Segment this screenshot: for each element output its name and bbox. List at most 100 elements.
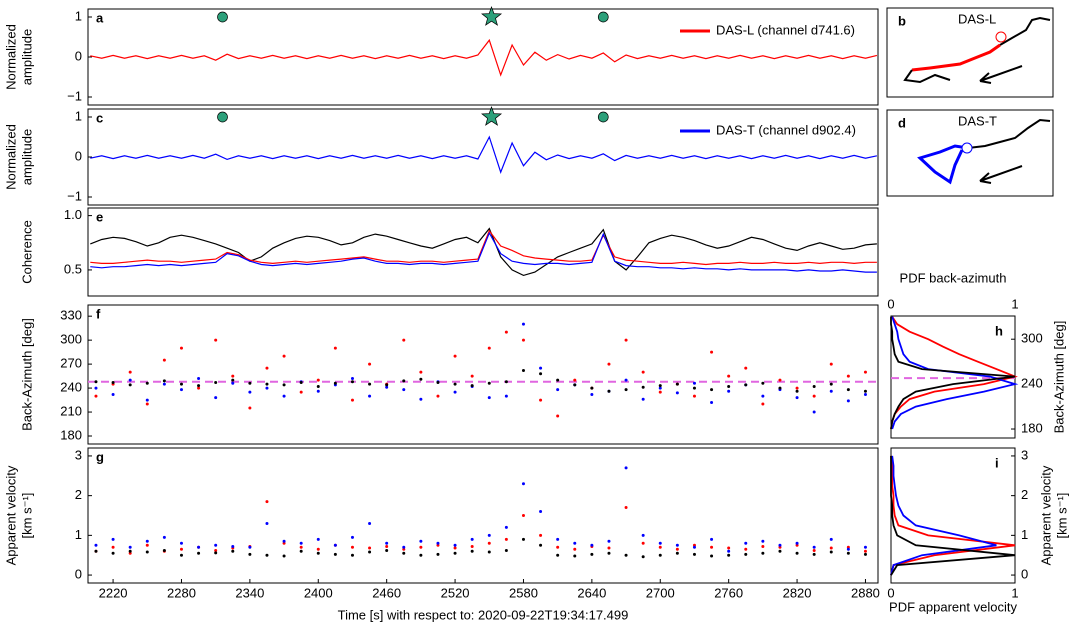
scatter-point	[744, 541, 748, 545]
scatter-point	[487, 396, 491, 400]
x-axis-title: Time [s] with respect to: 2020-09-22T19:…	[338, 607, 629, 622]
series-line	[90, 231, 877, 273]
scatter-point	[128, 549, 132, 553]
scatter-point	[812, 548, 816, 552]
scatter-point	[487, 346, 491, 350]
scatter-point	[710, 537, 714, 541]
x-tick-label: 2820	[783, 585, 812, 600]
scatter-point	[590, 552, 594, 556]
scatter-point	[624, 466, 628, 470]
scatter-point	[812, 394, 816, 398]
scatter-point	[299, 549, 303, 553]
y-axis-title: Normalized	[3, 24, 18, 90]
scatter-point	[863, 392, 867, 396]
panel-label: f	[96, 306, 101, 321]
scatter-point	[607, 551, 611, 555]
scatter-point	[778, 549, 782, 553]
scatter-point	[419, 397, 423, 401]
scatter-point	[282, 539, 286, 543]
scatter-point	[179, 547, 183, 551]
plot-frame	[87, 447, 879, 584]
scatter-point	[795, 541, 799, 545]
scatter-point	[179, 553, 183, 557]
scatter-point	[590, 543, 594, 547]
scatter-point	[453, 354, 457, 358]
scatter-point	[282, 354, 286, 358]
x-tick-label: 2460	[372, 585, 401, 600]
y-axis-title: Apparent velocity	[3, 465, 18, 565]
series-line	[90, 229, 877, 266]
scatter-point	[521, 322, 525, 326]
scatter-point	[744, 366, 748, 370]
scatter-point	[214, 380, 218, 384]
scatter-point	[368, 394, 372, 398]
scatter-point	[265, 521, 269, 525]
scatter-point	[573, 541, 577, 545]
scatter-point	[607, 546, 611, 550]
scatter-point	[829, 537, 833, 541]
density-line	[890, 316, 1016, 430]
scatter-point	[316, 378, 320, 382]
event-marker	[217, 111, 228, 123]
x-axis-title: PDF back-azimuth	[900, 270, 1007, 285]
scatter-point	[675, 551, 679, 555]
scatter-point	[573, 378, 577, 382]
scatter-point	[556, 378, 560, 382]
scatter-point	[487, 381, 491, 385]
event-marker	[481, 5, 503, 26]
arrow	[979, 65, 1023, 84]
scatter-point	[675, 382, 679, 386]
scatter-point	[521, 369, 525, 373]
scatter-point	[846, 388, 850, 392]
scatter-point	[812, 552, 816, 556]
scatter-point	[368, 550, 372, 554]
scatter-point	[145, 550, 149, 554]
scatter-point	[333, 381, 337, 385]
scatter-point	[214, 551, 218, 555]
y-tick-label: 1	[75, 108, 82, 123]
scatter-point	[436, 552, 440, 556]
scatter-point	[111, 551, 115, 555]
plot-frame	[890, 447, 1016, 584]
scatter-point	[419, 539, 423, 543]
scatter-point	[573, 554, 577, 558]
scatter-point	[248, 381, 252, 385]
scatter-point	[778, 378, 782, 382]
scatter-point	[675, 543, 679, 547]
scatter-point	[316, 547, 320, 551]
cable	[999, 16, 1051, 46]
scatter-point	[385, 541, 389, 545]
scatter-point	[829, 382, 833, 386]
scatter-point	[179, 388, 183, 392]
plot-frame	[87, 207, 879, 297]
scatter-point	[863, 545, 867, 549]
scatter-point	[590, 392, 594, 396]
scatter-point	[350, 535, 354, 539]
series-line	[90, 38, 878, 77]
event-marker	[217, 11, 228, 23]
scatter-point	[744, 552, 748, 556]
scatter-point	[350, 380, 354, 384]
scatter-point	[419, 370, 423, 374]
scatter-point	[453, 551, 457, 555]
density-line	[890, 455, 997, 576]
scatter-point	[607, 362, 611, 366]
scatter-point	[179, 541, 183, 545]
x-tick-label: 2340	[235, 585, 264, 600]
event-marker	[481, 105, 503, 126]
scatter-point	[829, 546, 833, 550]
scatter-point	[419, 377, 423, 381]
scatter-point	[385, 544, 389, 548]
scatter-point	[111, 537, 115, 541]
scatter-point	[521, 514, 525, 517]
scatter-point	[624, 378, 628, 382]
panel-label: a	[96, 10, 104, 25]
scatter-point	[453, 543, 457, 547]
scatter-point	[521, 482, 525, 486]
scatter-point	[539, 366, 543, 370]
scatter-point	[248, 545, 252, 549]
scatter-point	[504, 548, 508, 552]
scatter-point	[128, 378, 132, 382]
scatter-point	[299, 390, 303, 394]
